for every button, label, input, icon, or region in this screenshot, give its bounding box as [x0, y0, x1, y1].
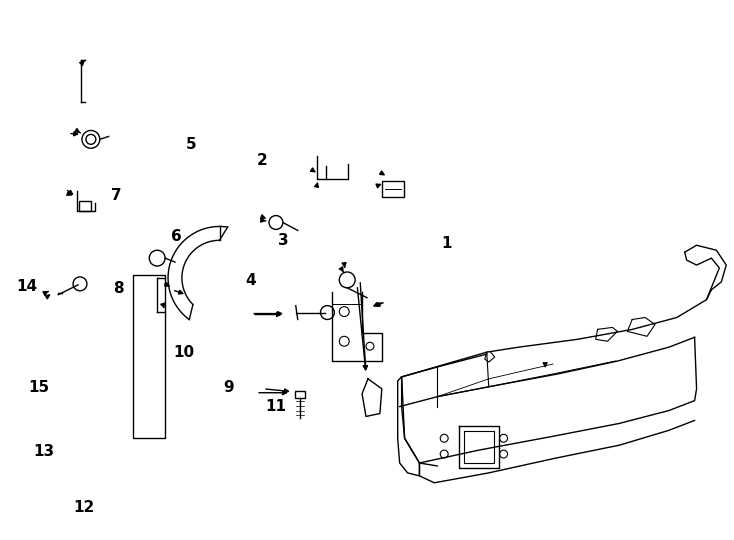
Text: 1: 1 [442, 236, 452, 251]
Text: 2: 2 [256, 153, 267, 168]
Text: 6: 6 [171, 230, 182, 245]
Text: 15: 15 [28, 380, 49, 395]
Text: 3: 3 [278, 233, 288, 248]
Bar [79, 201, 91, 211]
Bar [382, 181, 404, 197]
Text: 14: 14 [16, 279, 37, 294]
Text: 12: 12 [73, 501, 94, 515]
Text: 9: 9 [224, 380, 234, 395]
Text: 7: 7 [111, 188, 122, 202]
Text: 4: 4 [245, 273, 256, 288]
Bar [134, 275, 165, 438]
Text: 10: 10 [173, 346, 195, 360]
Text: 13: 13 [33, 444, 54, 459]
Text: 8: 8 [113, 281, 124, 296]
Text: 5: 5 [186, 137, 197, 152]
Text: 11: 11 [266, 399, 287, 414]
Bar [295, 391, 305, 397]
